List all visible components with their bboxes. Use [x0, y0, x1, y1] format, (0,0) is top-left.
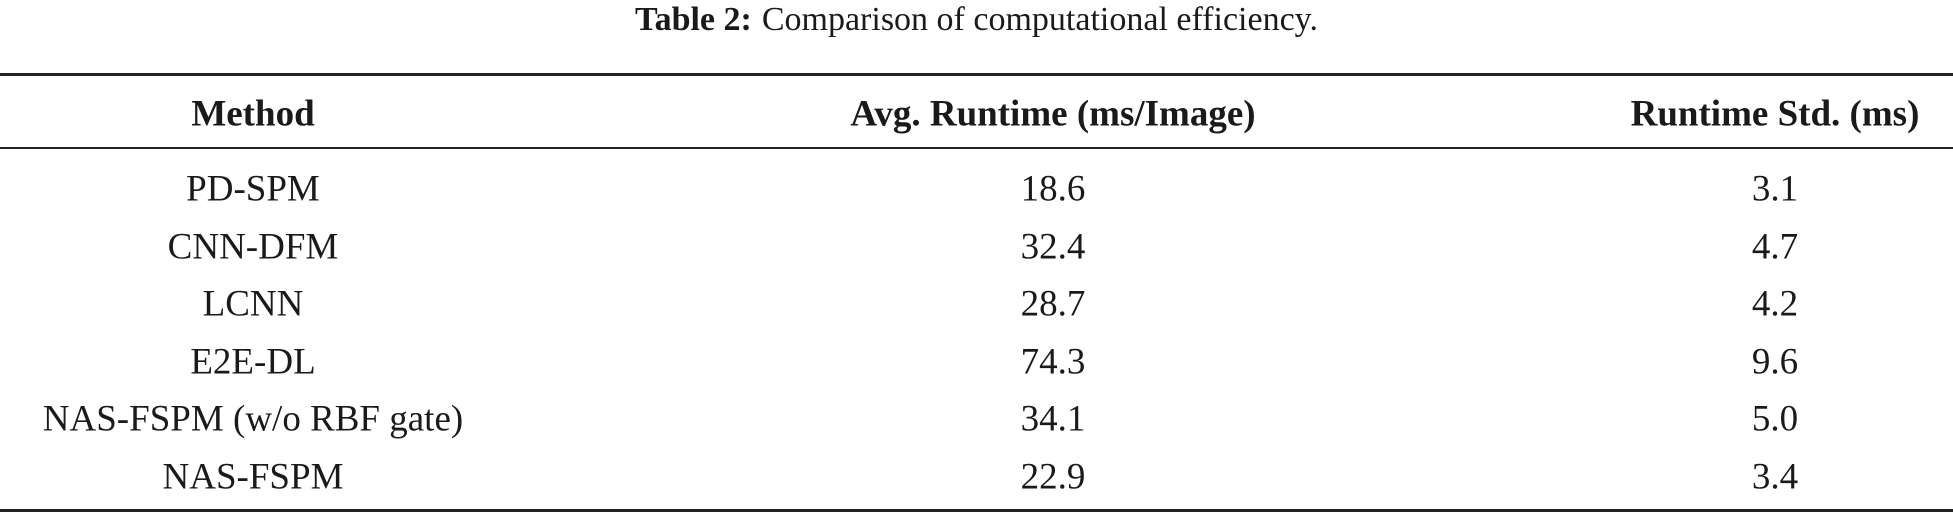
header-cell: Runtime Std. (ms) — [1630, 93, 1920, 135]
table-cell: 9.6 — [1751, 341, 1799, 383]
bottom-rule — [0, 509, 1953, 512]
table-cell: NAS-FSPM (w/o RBF gate) — [42, 398, 464, 440]
table-cell: 74.3 — [1020, 341, 1086, 383]
table-cell: 4.2 — [1751, 283, 1799, 325]
table-cell: LCNN — [202, 283, 304, 325]
table-cell: NAS-FSPM — [162, 456, 344, 498]
table-cell: 28.7 — [1020, 283, 1086, 325]
header-rule — [0, 147, 1953, 149]
table-cell: 3.4 — [1751, 456, 1799, 498]
table-cell: 3.1 — [1751, 168, 1799, 210]
table-cell: 18.6 — [1020, 168, 1086, 210]
table-cell: 32.4 — [1020, 226, 1086, 268]
table-cell: PD-SPM — [186, 168, 320, 210]
table-cell: CNN-DFM — [167, 226, 339, 268]
table-cell: 5.0 — [1751, 398, 1799, 440]
table-cell: 22.9 — [1020, 456, 1086, 498]
header-cell: Method — [191, 93, 315, 135]
table-caption: Table 2: Comparison of computational effi… — [0, 0, 1953, 40]
caption-text: Comparison of computational efficiency. — [761, 1, 1318, 38]
top-rule — [0, 73, 1953, 76]
table-cell: E2E-DL — [190, 341, 316, 383]
caption-label: Table 2: — [635, 1, 752, 38]
table-cell: 4.7 — [1751, 226, 1799, 268]
table-cell: 34.1 — [1020, 398, 1086, 440]
header-cell: Avg. Runtime (ms/Image) — [850, 93, 1256, 135]
